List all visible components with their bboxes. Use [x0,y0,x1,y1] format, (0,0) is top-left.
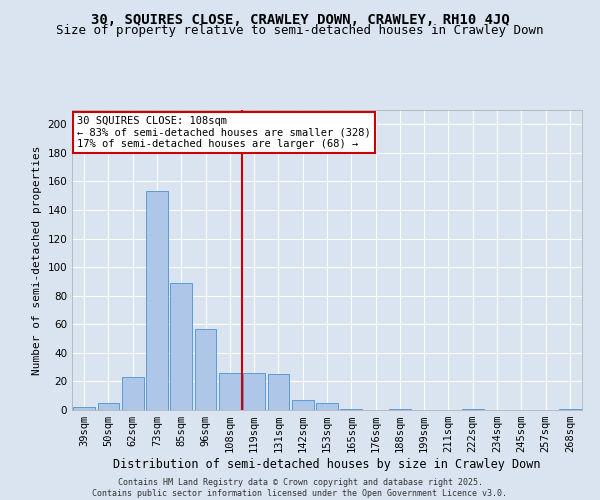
Bar [97,403,119,410]
Y-axis label: Number of semi-detached properties: Number of semi-detached properties [32,145,42,375]
Bar [292,400,314,410]
Bar [389,408,411,410]
Bar [194,328,217,410]
Bar [316,403,338,410]
Bar [170,283,192,410]
Bar [559,408,581,410]
X-axis label: Distribution of semi-detached houses by size in Crawley Down: Distribution of semi-detached houses by … [113,458,541,471]
Bar [219,373,241,410]
Bar [146,192,168,410]
Text: Contains HM Land Registry data © Crown copyright and database right 2025.
Contai: Contains HM Land Registry data © Crown c… [92,478,508,498]
Bar [462,408,484,410]
Bar [340,408,362,410]
Text: 30 SQUIRES CLOSE: 108sqm
← 83% of semi-detached houses are smaller (328)
17% of : 30 SQUIRES CLOSE: 108sqm ← 83% of semi-d… [77,116,371,149]
Bar [243,373,265,410]
Bar [122,377,143,410]
Text: Size of property relative to semi-detached houses in Crawley Down: Size of property relative to semi-detach… [56,24,544,37]
Bar [268,374,289,410]
Text: 30, SQUIRES CLOSE, CRAWLEY DOWN, CRAWLEY, RH10 4JQ: 30, SQUIRES CLOSE, CRAWLEY DOWN, CRAWLEY… [91,12,509,26]
Bar [73,407,95,410]
